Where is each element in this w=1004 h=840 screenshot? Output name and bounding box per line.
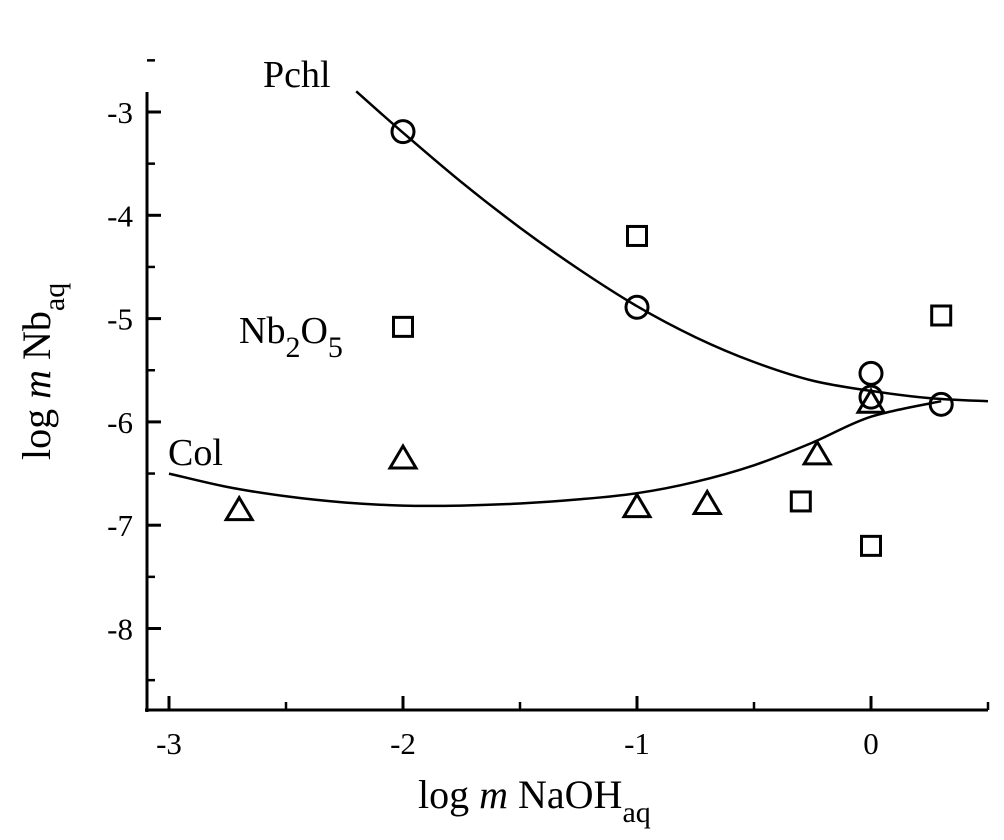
marker-square-nb2o5 bbox=[789, 490, 812, 513]
y-tick-label: -5 bbox=[107, 302, 133, 337]
marker-triangle-col bbox=[691, 488, 723, 515]
marker-circle-pchl bbox=[624, 294, 650, 320]
marker-square-nb2o5 bbox=[930, 304, 953, 327]
y-axis-label-sub: aq bbox=[38, 283, 71, 311]
x-axis-label-prefix: log bbox=[418, 772, 479, 817]
x-axis-label-sub: aq bbox=[622, 796, 650, 829]
marker-triangle-col bbox=[387, 443, 419, 470]
y-axis-label-var: m bbox=[14, 370, 59, 399]
nb2o5-part-o: O bbox=[300, 310, 327, 352]
marker-triangle-col bbox=[223, 494, 255, 522]
x-tick-label: 0 bbox=[863, 726, 879, 761]
fit-curve-col bbox=[168, 399, 942, 508]
marker-square-nb2o5 bbox=[626, 224, 648, 247]
y-tick-label: -6 bbox=[107, 405, 133, 440]
marker-triangle-col bbox=[801, 438, 833, 466]
nb2o5-part-nb: Nb bbox=[239, 310, 285, 352]
y-axis-label-prefix: log bbox=[14, 399, 59, 460]
x-axis-label: log m NaOHaq bbox=[418, 772, 651, 829]
marker-square-nb2o5 bbox=[392, 315, 414, 338]
fit-curves bbox=[168, 90, 989, 508]
marker-triangle-col bbox=[855, 387, 887, 414]
nb2o5-sub-2: 2 bbox=[285, 331, 300, 364]
y-axis-label-main: Nb bbox=[14, 311, 59, 370]
nb2o5-sub-5: 5 bbox=[328, 331, 343, 364]
y-tick-label: -4 bbox=[107, 198, 133, 233]
marker-circle-pchl bbox=[928, 391, 954, 417]
annotation-col: Col bbox=[168, 432, 223, 474]
x-axis-label-var: m bbox=[479, 772, 508, 817]
marker-circle-pchl bbox=[858, 360, 884, 386]
marker-square-nb2o5 bbox=[860, 534, 882, 557]
x-tick-label: -2 bbox=[390, 726, 416, 761]
x-tick-label: -3 bbox=[156, 726, 182, 761]
y-tick-label: -8 bbox=[107, 612, 133, 647]
fit-curve-pchl bbox=[355, 90, 989, 403]
axes: -3 -4 -5 -6 -7 -8 -3 -2 -1 0 bbox=[107, 59, 990, 761]
x-tick-label: -1 bbox=[624, 726, 650, 761]
y-axis-label: log m Nbaq bbox=[14, 283, 71, 460]
annotation-nb2o5: Nb2O5 bbox=[239, 310, 343, 364]
y-tick-label: -7 bbox=[107, 508, 133, 543]
annotation-pchl: Pchl bbox=[263, 54, 331, 96]
marker-circle-pchl bbox=[390, 119, 416, 145]
x-axis-label-main: NaOH bbox=[508, 772, 622, 817]
marker-circle-pchl bbox=[858, 384, 884, 410]
marker-triangle-col bbox=[621, 491, 653, 519]
y-tick-label: -3 bbox=[107, 95, 133, 130]
data-markers bbox=[223, 119, 954, 557]
